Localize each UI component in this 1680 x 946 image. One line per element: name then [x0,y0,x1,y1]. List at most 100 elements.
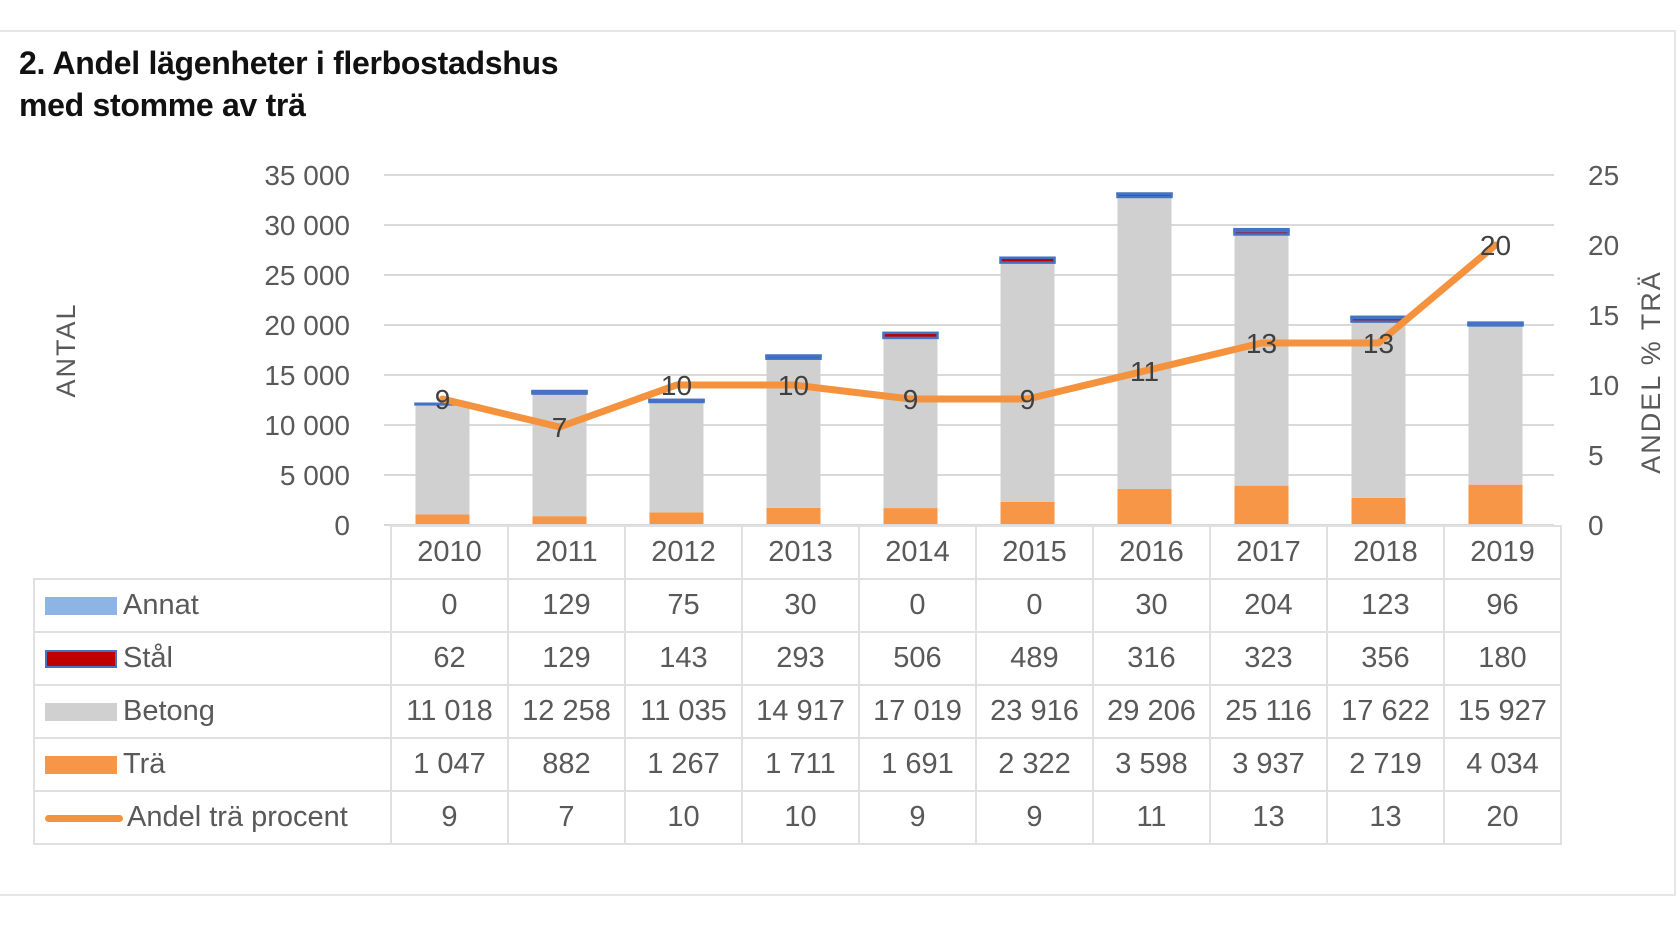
y2-tick-label: 20 [1588,230,1619,261]
table-header-row: 2010 2011 2012 2013 2014 2015 2016 2017 2018 2019 [34,525,1562,580]
table-cell: 12 258 [507,684,626,739]
table-row: Stål 62 129 143 293 506 489 316 323 356 180 [33,631,1562,686]
table-cell: 30 [1092,578,1211,633]
bar-betong-2012 [649,401,704,513]
legend-label: Stål [123,642,173,674]
table-cell: 3 598 [1092,737,1211,792]
table-row: Trä 1 047 882 1 267 1 711 1 691 2 322 3 598 3 93… [33,737,1562,792]
table-cell: 10 [624,790,743,845]
table-cell: 1 711 [741,737,860,792]
table-cell: 1 047 [390,737,509,792]
bar-tr-2015 [1000,501,1055,525]
bar-tr-2017 [1234,485,1289,525]
y2-tick-label: 10 [1588,370,1619,401]
bar-betong-2014 [883,337,938,509]
table-cell: 0 [390,578,509,633]
bar-betong-2010 [415,404,470,515]
y-tick-label: 35 000 [264,160,350,191]
table-cell: 4 034 [1443,737,1562,792]
bar-betong-2015 [1000,262,1055,502]
x-tick-label: 2014 [858,525,977,580]
table-row: Andel trä procent 9 7 10 10 9 9 11 13 13 20 [33,790,1562,845]
table-cell: 356 [1326,631,1445,686]
bar-tr-2010 [415,514,470,525]
chart-title: 2. Andel lägenheter i flerbostadshus med… [19,42,559,126]
bar-tr-2016 [1117,489,1172,525]
line-andel-tra [439,241,1499,431]
data-table: 2010 2011 2012 2013 2014 2015 2016 2017 2018 2019… [33,525,1562,845]
table-cell: 13 [1209,790,1328,845]
table-cell: 506 [858,631,977,686]
table-cell: 13 [1326,790,1445,845]
table-cell: 9 [975,790,1094,845]
legend-label: Betong [123,695,215,727]
y-tick-label: 25 000 [264,260,350,291]
table-cell: 316 [1092,631,1211,686]
x-tick-label: 2016 [1092,525,1211,580]
table-cell: 0 [975,578,1094,633]
bar-betong-2019 [1468,325,1523,485]
table-cell: 293 [741,631,860,686]
table-cell: 29 206 [1092,684,1211,739]
bar-annat-2011 [531,389,588,394]
legend-color-swatch [45,650,117,669]
data-label: 9 [903,384,919,415]
table-cell: 129 [507,578,626,633]
bar-tr-2014 [883,508,938,525]
x-tick-label: 2015 [975,525,1094,580]
table-cell: 2 322 [975,737,1094,792]
y-tick-label: 15 000 [264,360,350,391]
legend-entry: Betong [33,684,392,739]
legend-entry: Trä [33,737,392,792]
bar-betong-2016 [1117,196,1172,490]
table-cell: 23 916 [975,684,1094,739]
y2-axis-title: ANDEL % TRÄ [1636,270,1666,474]
title-line-2: med stomme av trä [19,87,306,123]
legend-line-swatch [45,814,123,822]
data-label: 9 [1020,384,1036,415]
table-cell: 9 [858,790,977,845]
y-tick-label: 30 000 [264,210,350,241]
x-tick-label: 2019 [1443,525,1562,580]
table-cell: 10 [741,790,860,845]
bar-betong-2017 [1234,234,1289,486]
bar-tr-2019 [1468,484,1523,525]
bar-stl-2015 [999,256,1056,264]
x-tick-label: 2017 [1209,525,1328,580]
data-label: 10 [778,370,809,401]
x-tick-label: 2018 [1326,525,1445,580]
table-cell: 11 [1092,790,1211,845]
bar-tr-2011 [532,516,587,525]
table-cell: 17 622 [1326,684,1445,739]
bar-annat-2016 [1116,192,1173,196]
table-cell: 123 [1326,578,1445,633]
y-tick-label: 10 000 [264,410,350,441]
data-label: 9 [435,384,451,415]
x-tick-label: 2010 [390,525,509,580]
bar-tr-2013 [766,507,821,525]
bar-betong-2018 [1351,321,1406,498]
legend-label: Trä [123,748,166,780]
table-cell: 882 [507,737,626,792]
table-cell: 7 [507,790,626,845]
legend-label: Annat [123,589,199,621]
table-cell: 62 [390,631,509,686]
legend-label: Andel trä procent [127,801,348,833]
bar-annat-2019 [1467,321,1524,325]
y2-tick-label: 5 [1588,440,1604,471]
bar-annat-2017 [1233,227,1290,233]
table-cell: 75 [624,578,743,633]
table-cell: 25 116 [1209,684,1328,739]
table-cell: 143 [624,631,743,686]
bar-stl-2014 [882,331,939,340]
data-label: 13 [1363,328,1394,359]
y-tick-label: 20 000 [264,310,350,341]
legend-entry: Annat [33,578,392,633]
table-cell: 14 917 [741,684,860,739]
legend-entry: Stål [33,631,392,686]
table-cell: 15 927 [1443,684,1562,739]
table-cell: 2 719 [1326,737,1445,792]
table-row: Betong 11 018 12 258 11 035 14 917 17 019 23 9… [33,684,1562,739]
data-label: 20 [1480,230,1511,261]
